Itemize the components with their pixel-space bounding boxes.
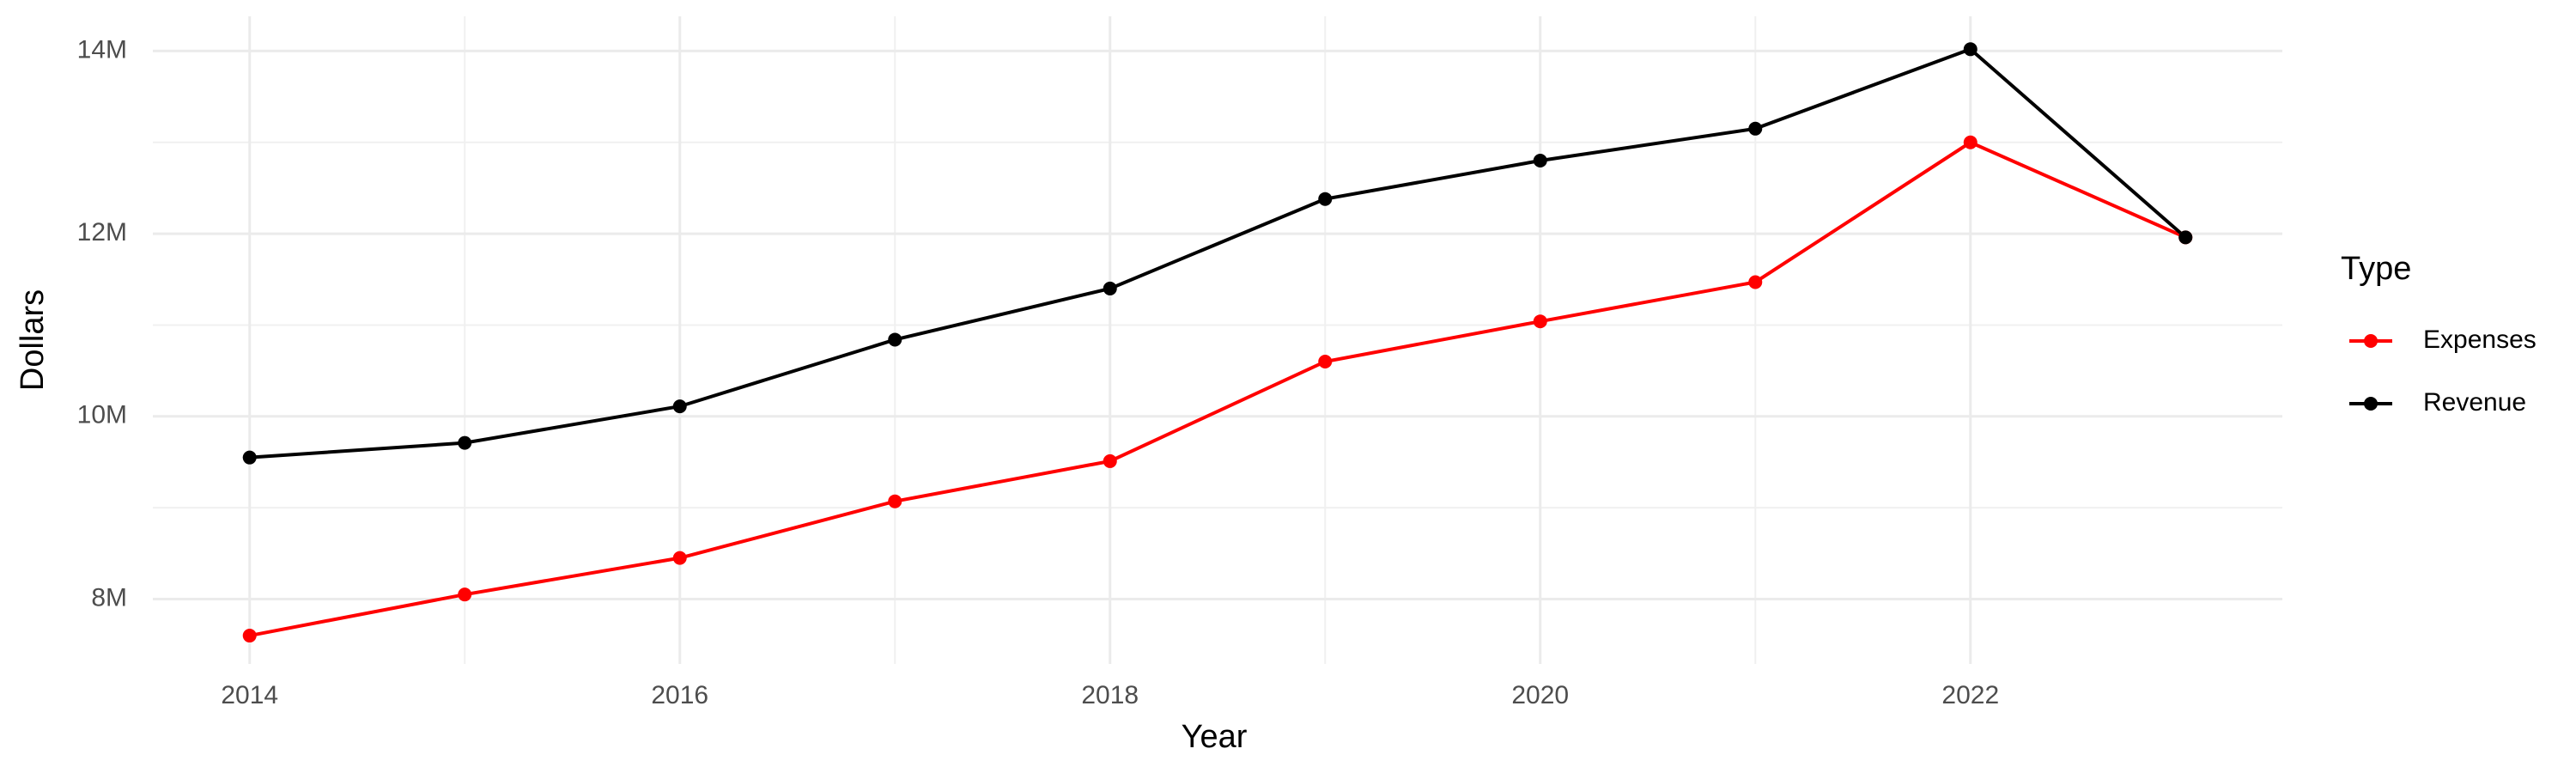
legend-label: Expenses bbox=[2423, 326, 2537, 354]
series-line bbox=[249, 140, 2187, 637]
legend-key-point bbox=[2364, 397, 2378, 411]
data-point bbox=[1103, 453, 1117, 468]
x-tick-label: 2016 bbox=[651, 681, 708, 709]
data-point bbox=[888, 332, 902, 347]
y-axis-title: Dollars bbox=[15, 289, 51, 391]
data-point bbox=[1318, 354, 1333, 368]
x-tick-label: 2022 bbox=[1941, 681, 1999, 709]
data-point bbox=[2178, 230, 2193, 245]
x-axis-title: Year bbox=[1182, 719, 1248, 755]
data-point bbox=[672, 551, 687, 565]
legend-key-point bbox=[2364, 334, 2378, 348]
data-point bbox=[1963, 135, 1978, 149]
data-point bbox=[888, 494, 902, 508]
data-point bbox=[1963, 42, 1978, 57]
data-point bbox=[242, 629, 257, 643]
grid bbox=[153, 16, 2282, 664]
data-point bbox=[1748, 275, 1763, 289]
x-tick-label: 2018 bbox=[1081, 681, 1139, 709]
data-point bbox=[242, 450, 257, 465]
data-point bbox=[1103, 281, 1117, 295]
data-point bbox=[458, 587, 472, 602]
data-point bbox=[1533, 314, 1547, 329]
legend-title: Type bbox=[2341, 251, 2411, 287]
data-point bbox=[1318, 192, 1333, 206]
y-tick-label: 8M bbox=[91, 583, 127, 612]
y-tick-label: 10M bbox=[77, 401, 127, 429]
legend-label: Revenue bbox=[2423, 388, 2526, 417]
series-line bbox=[249, 46, 2187, 460]
y-tick-label: 14M bbox=[77, 35, 127, 64]
x-tick-label: 2020 bbox=[1511, 681, 1569, 709]
x-tick-label: 2014 bbox=[221, 681, 278, 709]
data-point bbox=[1533, 154, 1547, 168]
data-point bbox=[458, 435, 472, 450]
data-point bbox=[672, 399, 687, 414]
data-point bbox=[1748, 121, 1763, 136]
y-tick-label: 12M bbox=[77, 218, 127, 247]
